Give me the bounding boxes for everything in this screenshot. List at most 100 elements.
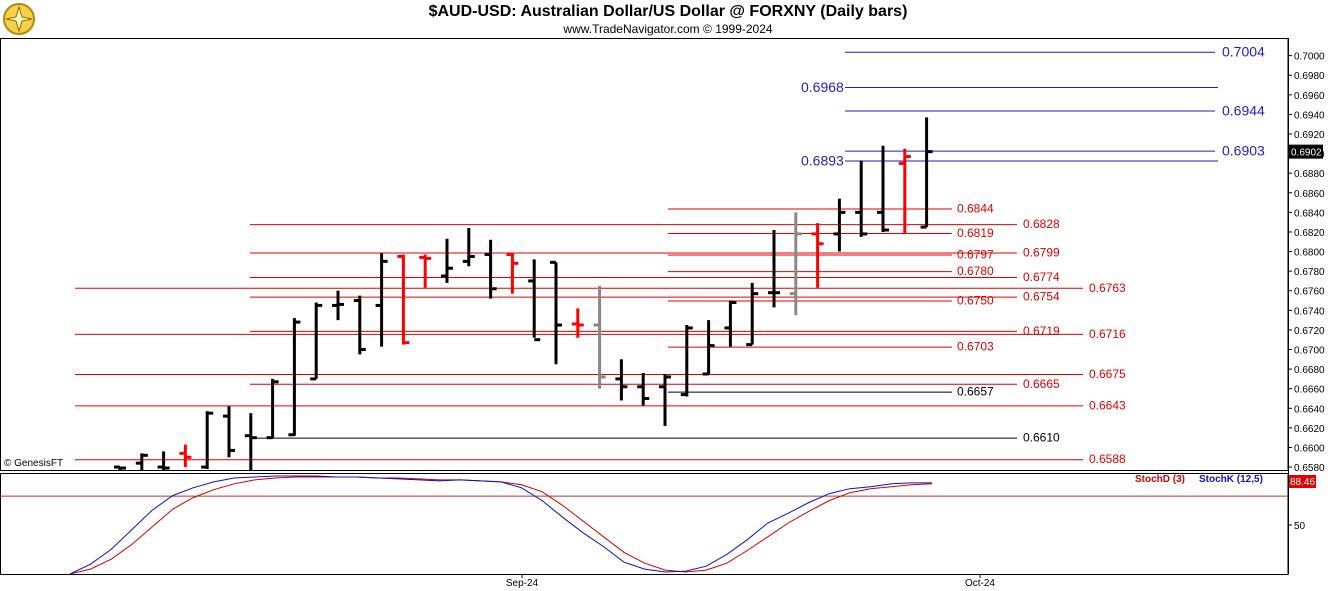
- y-tick-label: 0.6620: [1294, 424, 1325, 435]
- y-tick-label: 0.6920: [1294, 130, 1325, 141]
- y-tick-label: 0.6880: [1294, 169, 1325, 180]
- y-tick-label: 0.6700: [1294, 346, 1325, 357]
- price-bar: [898, 148, 911, 234]
- price-bar: [768, 230, 780, 308]
- price-bar: [746, 282, 759, 347]
- y-tick-label: 0.6680: [1294, 365, 1325, 376]
- level-label: 0.6797: [957, 247, 994, 261]
- price-bar: [419, 254, 432, 288]
- y-tick-label: 0.6940: [1294, 110, 1325, 121]
- price-bar: [615, 359, 628, 401]
- price-bar: [397, 254, 410, 345]
- level-label: 0.6750: [957, 294, 994, 308]
- y-tick-label: 0.6860: [1294, 189, 1325, 200]
- price-bar: [637, 373, 650, 406]
- last-price-label: 0.6902: [1291, 148, 1322, 159]
- level-label: 0.6610: [1023, 431, 1060, 445]
- level-label: 0.6893: [801, 152, 844, 168]
- price-bar: [528, 259, 541, 342]
- level-label: 0.7004: [1222, 44, 1265, 60]
- price-bar: [462, 228, 475, 267]
- level-label: 0.6754: [1023, 290, 1060, 304]
- y-tick-label: 0.6820: [1294, 228, 1325, 239]
- level-label: 0.6968: [801, 79, 844, 95]
- price-bar: [550, 260, 562, 365]
- price-bar: [724, 300, 737, 347]
- price-bar: [833, 198, 846, 252]
- stoch-y-label: 50: [1294, 521, 1306, 532]
- y-tick-label: 0.6980: [1294, 71, 1325, 82]
- level-label: 0.6588: [1089, 452, 1126, 466]
- level-label: 0.6703: [957, 340, 994, 354]
- x-tick-label: Sep-24: [506, 578, 539, 589]
- chart-header: $AUD-USD: Australian Dollar/US Dollar @ …: [0, 0, 1336, 38]
- level-label: 0.6774: [1023, 270, 1060, 284]
- y-tick-label: 0.7000: [1294, 52, 1325, 63]
- price-bar: [811, 223, 824, 288]
- price-bar: [332, 290, 344, 321]
- price-bar: [789, 212, 802, 316]
- level-label: 0.6944: [1222, 102, 1265, 118]
- y-tick-label: 0.6760: [1294, 287, 1325, 298]
- stoch-last-badge: [1289, 475, 1316, 488]
- y-tick-label: 0.6800: [1294, 248, 1325, 259]
- price-bar: [441, 238, 453, 283]
- chart-title: $AUD-USD: Australian Dollar/US Dollar @ …: [428, 3, 908, 20]
- last-price-badge: [1289, 144, 1323, 159]
- level-label: 0.6716: [1089, 327, 1126, 341]
- y-tick-label: 0.6780: [1294, 267, 1325, 278]
- level-label: 0.6780: [957, 264, 994, 278]
- price-bar: [593, 285, 606, 389]
- x-tick-label: Oct-24: [965, 578, 995, 589]
- price-bar: [484, 239, 497, 299]
- level-label: 0.6657: [957, 385, 994, 399]
- stochk-line: [69, 475, 932, 575]
- price-bar: [855, 160, 868, 237]
- price-bar: [877, 145, 889, 232]
- price-bar: [201, 411, 214, 470]
- y-tick-label: 0.6640: [1294, 404, 1325, 415]
- price-bar: [310, 302, 323, 381]
- price-bar: [157, 451, 170, 470]
- level-label: 0.6665: [1023, 377, 1060, 391]
- price-bar: [375, 253, 388, 347]
- price-bar: [680, 325, 693, 397]
- price-bar: [571, 308, 584, 338]
- price-bar: [223, 406, 235, 458]
- legend-stochk: StochK (12,5): [1199, 474, 1263, 485]
- level-label: 0.6719: [1023, 324, 1060, 338]
- level-label: 0.6643: [1089, 398, 1126, 412]
- stoch-last-label: 88.46: [1290, 477, 1315, 488]
- trade-navigator-logo-icon: [3, 3, 35, 35]
- price-bar: [114, 465, 126, 470]
- y-tick-label: 0.6960: [1294, 91, 1325, 102]
- level-label: 0.6828: [1023, 217, 1060, 231]
- price-bar: [244, 413, 257, 470]
- y-tick-label: 0.6720: [1294, 326, 1325, 337]
- y-tick-label: 0.6660: [1294, 385, 1325, 396]
- level-label: 0.6844: [957, 201, 994, 215]
- level-label: 0.6763: [1089, 281, 1126, 295]
- level-label: 0.6819: [957, 226, 994, 240]
- price-bar: [288, 318, 301, 437]
- stochd-line: [69, 476, 933, 575]
- price-bar: [179, 444, 192, 468]
- y-tick-label: 0.6740: [1294, 306, 1325, 317]
- level-label: 0.6799: [1023, 246, 1060, 260]
- price-bar: [702, 320, 715, 376]
- stoch-panel-frame: [0, 473, 1289, 575]
- price-bar: [353, 295, 366, 355]
- level-label: 0.6675: [1089, 367, 1126, 381]
- y-tick-label: 0.6840: [1294, 208, 1325, 219]
- price-bar: [135, 453, 148, 470]
- legend-stochd: StochD (3): [1135, 474, 1185, 485]
- price-bar: [659, 374, 671, 426]
- chart-subtitle: www.TradeNavigator.com © 1999-2024: [563, 22, 773, 36]
- price-bar: [266, 378, 279, 440]
- y-tick-label: 0.6580: [1294, 463, 1325, 474]
- level-label: 0.6903: [1222, 143, 1265, 159]
- price-bar: [920, 117, 933, 229]
- data-credit: © GenesisFT: [4, 458, 64, 469]
- y-tick-label: 0.6600: [1294, 443, 1325, 454]
